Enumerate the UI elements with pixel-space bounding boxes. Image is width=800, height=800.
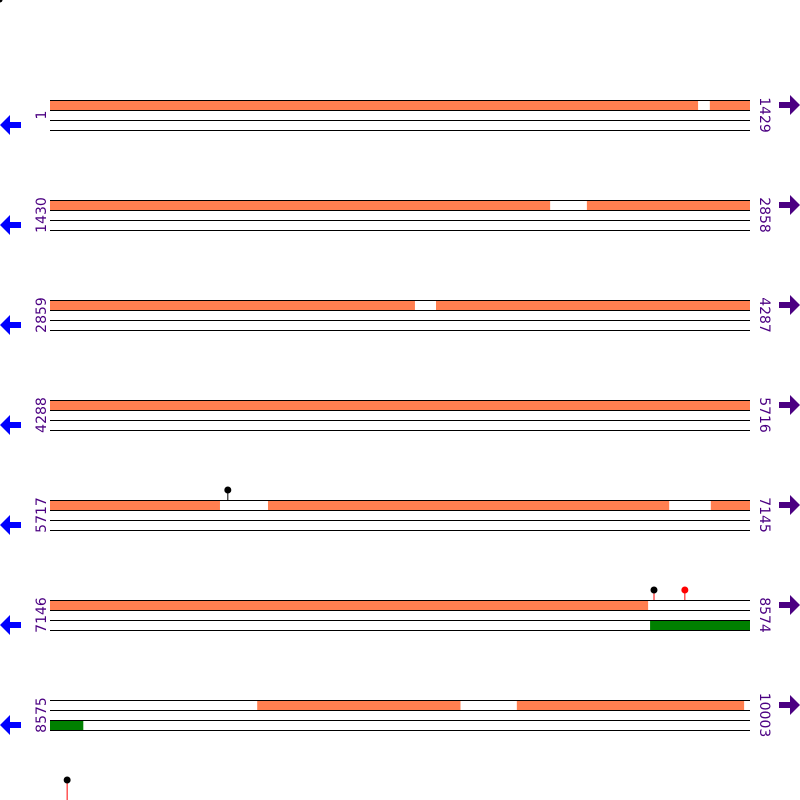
- arrow-left-icon[interactable]: [0, 215, 21, 235]
- row-end-label: 7145: [756, 497, 772, 533]
- arrow-right-icon[interactable]: [779, 95, 800, 115]
- arrow-right-icon[interactable]: [779, 395, 800, 415]
- arrow-left-icon[interactable]: [0, 415, 21, 435]
- feature-block[interactable]: [50, 200, 551, 210]
- feature-block[interactable]: [50, 400, 750, 410]
- pin-marker[interactable]: [650, 586, 658, 594]
- pin-marker[interactable]: [681, 586, 689, 594]
- feature-block[interactable]: [710, 500, 750, 510]
- row-start-label: 2859: [34, 297, 50, 333]
- pin-marker[interactable]: [224, 486, 232, 494]
- arrow-right-icon[interactable]: [779, 295, 800, 315]
- secondary-feature-block[interactable]: [650, 620, 750, 630]
- arrow-right-icon[interactable]: [779, 595, 800, 615]
- arrow-left-icon[interactable]: [0, 515, 21, 535]
- feature-block[interactable]: [516, 700, 745, 710]
- arrow-right-icon[interactable]: [779, 195, 800, 215]
- arrow-left-icon[interactable]: [0, 315, 21, 335]
- feature-block[interactable]: [50, 600, 649, 610]
- feature-block[interactable]: [586, 200, 750, 210]
- pin-marker[interactable]: [63, 776, 71, 784]
- arrow-right-icon[interactable]: [779, 495, 800, 515]
- feature-block[interactable]: [50, 300, 415, 310]
- arrow-left-icon[interactable]: [0, 615, 21, 635]
- arrow-left-icon[interactable]: [0, 715, 21, 735]
- row-end-label: 10003: [756, 693, 772, 738]
- row-start-label: 7146: [34, 597, 50, 633]
- row-end-label: 4287: [756, 297, 772, 333]
- secondary-feature-block[interactable]: [50, 720, 84, 730]
- row-end-label: 1429: [756, 97, 772, 133]
- corner-marker: [0, 0, 3, 3]
- row-end-label: 5716: [756, 397, 772, 433]
- row-end-label: 8574: [756, 597, 772, 633]
- row-end-label: 2858: [756, 197, 772, 233]
- row-start-label: 8575: [34, 697, 50, 733]
- row-start-label: 5717: [34, 497, 50, 533]
- feature-block[interactable]: [267, 500, 670, 510]
- feature-block[interactable]: [709, 100, 750, 110]
- row-start-label: 1: [34, 111, 50, 120]
- feature-block[interactable]: [50, 500, 220, 510]
- feature-block[interactable]: [436, 300, 750, 310]
- feature-block[interactable]: [257, 700, 461, 710]
- feature-block[interactable]: [50, 100, 699, 110]
- arrow-right-icon[interactable]: [779, 695, 800, 715]
- row-start-label: 1430: [34, 197, 50, 233]
- arrow-left-icon[interactable]: [0, 115, 21, 135]
- row-start-label: 4288: [34, 397, 50, 433]
